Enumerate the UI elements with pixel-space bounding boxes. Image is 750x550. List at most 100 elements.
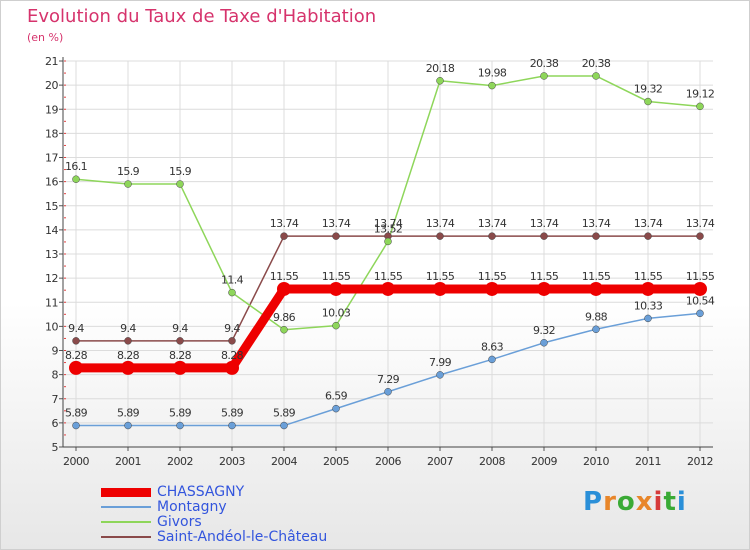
data-label-saint-andeol: 13.74 <box>374 217 403 230</box>
data-label-saint-andeol: 9.4 <box>120 322 136 335</box>
data-label-givors: 13.52 <box>374 222 403 235</box>
data-label-montagny: 5.89 <box>221 407 244 420</box>
data-label-montagny: 9.32 <box>533 324 555 337</box>
data-label-montagny: 5.89 <box>65 407 88 420</box>
data-point-chassagny <box>277 281 291 296</box>
data-point-chassagny <box>69 360 83 375</box>
legend-label-chassagny: CHASSAGNY <box>157 484 245 500</box>
legend-swatch-saint-andeol <box>101 536 151 538</box>
data-label-saint-andeol: 13.74 <box>634 217 663 230</box>
x-tick-label: 2007 <box>427 455 453 468</box>
data-point-chassagny <box>381 281 395 296</box>
x-tick-label: 2011 <box>635 455 661 468</box>
data-label-montagny: 9.88 <box>585 310 608 323</box>
data-label-saint-andeol: 13.74 <box>686 217 715 230</box>
data-label-givors: 15.9 <box>169 165 192 178</box>
data-point-saint-andeol <box>332 232 340 240</box>
data-label-saint-andeol: 13.74 <box>322 217 351 230</box>
data-point-saint-andeol <box>488 232 496 240</box>
data-label-givors: 15.9 <box>117 165 140 178</box>
data-point-givors <box>540 72 548 80</box>
y-tick-label: 15 <box>45 200 58 213</box>
data-point-saint-andeol <box>72 337 80 345</box>
legend-item-montagny: Montagny <box>101 500 401 515</box>
data-point-givors <box>696 102 704 111</box>
data-point-saint-andeol <box>592 232 600 240</box>
data-label-givors: 20.38 <box>530 57 559 70</box>
y-tick-label: 13 <box>45 248 58 261</box>
data-point-saint-andeol <box>228 337 236 345</box>
y-tick-label: 16 <box>45 176 58 189</box>
data-label-givors: 16.1 <box>65 160 87 173</box>
data-point-chassagny <box>173 360 187 375</box>
data-label-chassagny: 8.28 <box>169 349 192 362</box>
data-label-givors: 19.98 <box>478 67 507 80</box>
data-point-montagny <box>72 421 80 430</box>
data-label-montagny: 6.59 <box>325 390 348 403</box>
y-tick-label: 7 <box>52 393 59 406</box>
data-point-montagny <box>228 421 236 430</box>
data-point-chassagny <box>537 281 551 296</box>
legend: CHASSAGNY Montagny Givors Saint-Andéol-l… <box>101 485 401 545</box>
y-tick-label: 9 <box>52 345 59 358</box>
legend-swatch-givors <box>101 521 151 523</box>
data-label-montagny: 5.89 <box>273 407 296 420</box>
data-point-saint-andeol <box>176 337 184 345</box>
data-point-chassagny <box>485 281 499 296</box>
legend-label-givors: Givors <box>157 514 202 530</box>
data-point-givors <box>644 97 652 106</box>
legend-item-chassagny: CHASSAGNY <box>101 485 401 500</box>
data-point-chassagny <box>225 360 239 375</box>
data-label-saint-andeol: 9.4 <box>224 322 240 335</box>
x-tick-label: 2010 <box>583 455 609 468</box>
data-point-chassagny <box>693 281 707 296</box>
data-point-montagny <box>644 314 652 323</box>
chart-title: Evolution du Taux de Taxe d'Habitation <box>27 6 377 27</box>
data-point-givors <box>332 321 340 330</box>
data-label-montagny: 8.63 <box>481 340 504 353</box>
data-point-montagny <box>696 309 704 318</box>
data-label-chassagny: 11.55 <box>478 270 507 283</box>
data-label-givors: 20.18 <box>426 62 455 75</box>
x-tick-label: 2006 <box>375 455 401 468</box>
legend-item-givors: Givors <box>101 515 401 530</box>
y-tick-label: 11 <box>45 296 58 309</box>
y-tick-label: 21 <box>45 55 58 68</box>
legend-swatch-chassagny <box>101 488 151 497</box>
data-point-chassagny <box>329 281 343 296</box>
data-point-montagny <box>540 339 548 347</box>
data-point-montagny <box>124 421 132 430</box>
x-tick-label: 2001 <box>115 455 141 468</box>
data-point-montagny <box>592 325 600 334</box>
data-label-saint-andeol: 13.74 <box>530 217 559 230</box>
data-point-givors <box>488 81 496 90</box>
data-label-saint-andeol: 13.74 <box>426 217 455 230</box>
y-tick-label: 18 <box>45 127 58 140</box>
data-label-givors: 20.38 <box>582 57 611 70</box>
x-tick-label: 2005 <box>323 455 349 468</box>
data-label-chassagny: 11.55 <box>634 270 663 283</box>
x-tick-label: 2012 <box>687 455 713 468</box>
data-point-givors <box>384 237 392 246</box>
data-point-givors <box>592 72 600 80</box>
y-tick-label: 8 <box>52 369 59 382</box>
data-point-saint-andeol <box>280 232 288 240</box>
legend-label-montagny: Montagny <box>157 499 227 515</box>
data-label-givors: 9.86 <box>273 311 296 324</box>
data-point-montagny <box>176 421 184 430</box>
data-label-montagny: 10.54 <box>686 294 715 307</box>
data-point-saint-andeol <box>124 337 132 345</box>
data-point-givors <box>72 175 80 183</box>
data-point-chassagny <box>589 281 603 296</box>
data-label-saint-andeol: 9.4 <box>68 322 84 335</box>
data-label-montagny: 10.33 <box>634 299 663 312</box>
data-point-givors <box>124 180 132 188</box>
y-tick-label: 5 <box>52 441 59 454</box>
data-label-chassagny: 8.28 <box>221 349 244 362</box>
data-label-givors: 19.32 <box>634 83 663 96</box>
data-point-saint-andeol <box>696 232 704 240</box>
x-tick-label: 2004 <box>271 455 297 468</box>
data-point-givors <box>280 326 288 334</box>
